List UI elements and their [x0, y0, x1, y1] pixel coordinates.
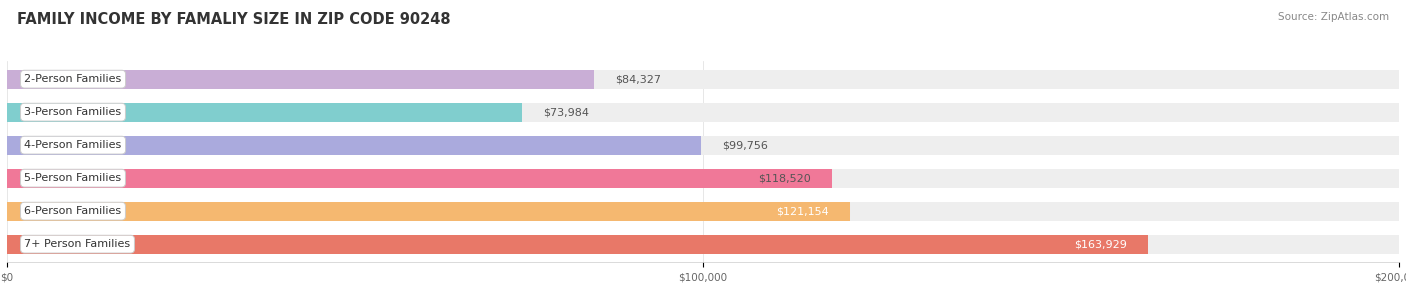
- Bar: [7, 136, 1399, 155]
- Bar: [7, 136, 702, 155]
- Text: $99,756: $99,756: [723, 140, 768, 150]
- Text: $73,984: $73,984: [543, 107, 589, 117]
- Text: FAMILY INCOME BY FAMALIY SIZE IN ZIP CODE 90248: FAMILY INCOME BY FAMALIY SIZE IN ZIP COD…: [17, 12, 450, 27]
- Bar: [7, 102, 1399, 122]
- Bar: [7, 169, 1399, 188]
- Bar: [7, 202, 1399, 221]
- Text: $163,929: $163,929: [1074, 239, 1128, 249]
- Text: 3-Person Families: 3-Person Families: [24, 107, 121, 117]
- Bar: [7, 169, 832, 188]
- Text: 7+ Person Families: 7+ Person Families: [24, 239, 131, 249]
- Text: 6-Person Families: 6-Person Families: [24, 206, 121, 216]
- Text: Source: ZipAtlas.com: Source: ZipAtlas.com: [1278, 12, 1389, 22]
- Bar: [7, 70, 593, 89]
- Text: 4-Person Families: 4-Person Families: [24, 140, 122, 150]
- Text: $118,520: $118,520: [758, 173, 811, 183]
- Text: 5-Person Families: 5-Person Families: [24, 173, 121, 183]
- Bar: [7, 102, 522, 122]
- Text: $121,154: $121,154: [776, 206, 830, 216]
- Bar: [7, 70, 1399, 89]
- Bar: [7, 235, 1399, 254]
- Bar: [7, 202, 851, 221]
- Bar: [7, 235, 1147, 254]
- Text: 2-Person Families: 2-Person Families: [24, 74, 122, 84]
- Text: $84,327: $84,327: [614, 74, 661, 84]
